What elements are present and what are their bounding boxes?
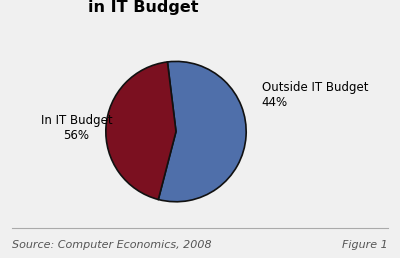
Text: In IT Budget
56%: In IT Budget 56% <box>40 114 112 142</box>
Title: Percentage of Organizations That Include Utilities
in IT Budget: Percentage of Organizations That Include… <box>88 0 400 15</box>
Wedge shape <box>106 62 176 199</box>
Text: Source: Computer Economics, 2008: Source: Computer Economics, 2008 <box>12 240 212 250</box>
Text: Figure 1: Figure 1 <box>342 240 388 250</box>
Wedge shape <box>158 61 246 202</box>
Text: Outside IT Budget
44%: Outside IT Budget 44% <box>262 81 368 109</box>
